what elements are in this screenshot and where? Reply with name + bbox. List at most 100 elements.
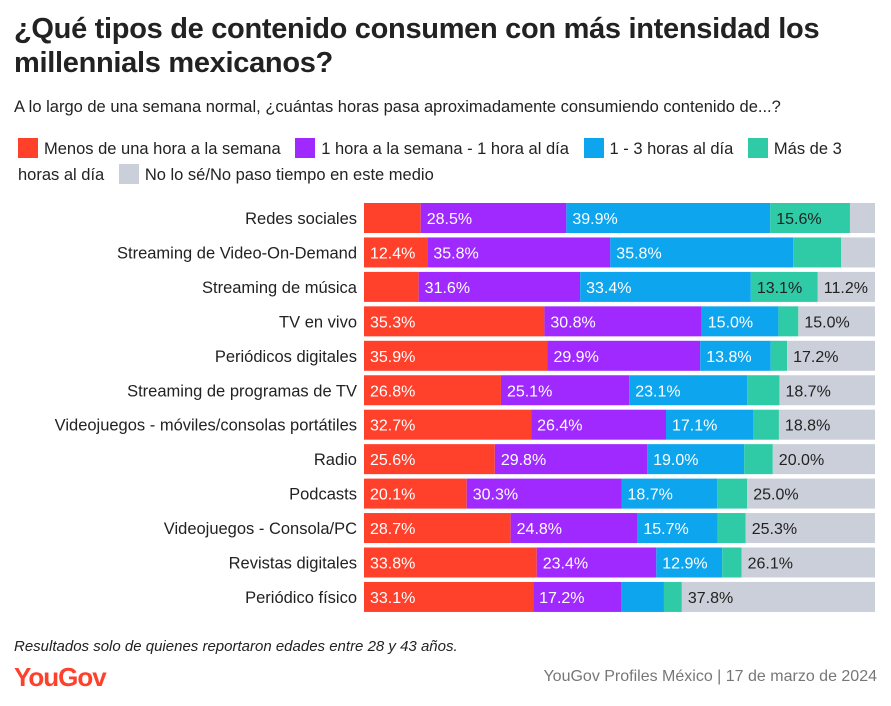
bar-segment [745, 513, 875, 544]
bar-segment [621, 478, 718, 509]
bar-segment [364, 271, 419, 302]
bar-segment [364, 444, 495, 475]
legend-item: Más de 3 horas al día [18, 138, 842, 184]
legend: Menos de una hora a la semana 1 hora a l… [18, 136, 878, 188]
data-label: 26.8% [370, 383, 415, 400]
data-label: 28.5% [427, 211, 472, 228]
category-label: Revistas digitales [229, 555, 357, 573]
bar-segment [744, 444, 773, 475]
chart-title: ¿Qué tipos de contenido consumen con más… [14, 13, 820, 79]
data-label: 37.8% [688, 590, 733, 607]
data-label: 15.7% [643, 521, 688, 538]
bar-segment [364, 375, 501, 406]
bar-segment [629, 375, 748, 406]
data-label: 18.8% [785, 418, 830, 435]
footnote: Resultados solo de quienes reportaron ed… [14, 638, 458, 655]
bar-segment [500, 375, 630, 406]
bar-segment [701, 306, 779, 337]
bar-segment [547, 340, 701, 371]
bar-segment [418, 271, 581, 302]
legend-label: Más de 3 horas al día [18, 140, 842, 184]
data-label: 18.7% [785, 383, 830, 400]
data-label: 20.0% [779, 452, 824, 469]
category-label: Radio [314, 451, 357, 469]
data-label: 26.1% [748, 556, 793, 573]
data-label: 25.6% [370, 452, 415, 469]
legend-item: No lo sé/No paso tiempo en este medio [118, 164, 434, 184]
bar-segment [544, 306, 702, 337]
bar-segment [647, 444, 745, 475]
bar-segment [681, 581, 875, 612]
legend-swatch [18, 138, 38, 158]
data-label: 19.0% [653, 452, 698, 469]
bar-segment [566, 203, 771, 233]
category-label: Videojuegos - Consola/PC [164, 520, 357, 538]
bar-segment [717, 478, 748, 509]
data-label: 23.1% [635, 383, 680, 400]
bar-segment [364, 306, 545, 337]
bar-segment [772, 444, 875, 475]
category-label: Videojuegos - móviles/consolas portátile… [55, 417, 357, 435]
data-label: 35.8% [433, 245, 478, 262]
data-label: 33.4% [586, 280, 631, 297]
legend-swatch [118, 164, 139, 184]
data-label: 17.2% [539, 590, 584, 607]
bar-segment [494, 444, 648, 475]
data-label: 17.2% [793, 349, 838, 366]
legend-swatch [747, 138, 768, 158]
bar-segment [778, 409, 875, 440]
bar-segment [666, 409, 754, 440]
bar-segment [778, 306, 799, 337]
data-label: 20.1% [370, 487, 415, 504]
bar-segment [770, 203, 850, 233]
bar-segment [741, 547, 875, 578]
data-label: 33.8% [370, 556, 415, 573]
data-label: 13.8% [706, 349, 751, 366]
category-label: Periódico físico [245, 589, 357, 607]
bar-segment [364, 409, 532, 440]
bar-segment [427, 237, 611, 268]
category-label: Redes sociales [245, 210, 357, 228]
bar-segment [364, 203, 421, 233]
bar-segment [747, 375, 780, 406]
bar-segment [779, 375, 875, 406]
category-label: Periódicos digitales [215, 348, 357, 366]
bar-segment [536, 547, 657, 578]
data-label: 35.3% [370, 314, 415, 331]
bar-segment [621, 581, 664, 612]
data-label: 15.0% [708, 314, 753, 331]
bar-segment [533, 581, 622, 612]
data-label: 15.0% [804, 314, 849, 331]
category-label: Streaming de programas de TV [127, 382, 357, 400]
data-label: 12.9% [662, 556, 707, 573]
data-label: 15.6% [776, 211, 821, 228]
data-label: 39.9% [572, 211, 617, 228]
legend-item: Menos de una hora a la semana [18, 138, 281, 158]
data-label: 11.2% [824, 280, 868, 297]
bar-segment [750, 271, 818, 302]
bar-segment [364, 237, 428, 268]
bar-segment [753, 409, 779, 440]
data-label: 25.1% [507, 383, 552, 400]
data-label: 28.7% [370, 521, 415, 538]
legend-item: 1 hora a la semana - 1 hora al día [295, 138, 569, 158]
data-label: 18.7% [628, 487, 673, 504]
data-label: 30.8% [550, 314, 595, 331]
legend-label: No lo sé/No paso tiempo en este medio [144, 166, 434, 184]
data-label: 26.4% [537, 418, 582, 435]
source-note: YouGov Profiles México | 17 de marzo de … [543, 668, 877, 685]
data-label: 23.4% [543, 556, 588, 573]
bar-segment [656, 547, 723, 578]
data-label: 33.1% [370, 590, 415, 607]
bar-segment [610, 237, 794, 268]
bar-segment [770, 340, 788, 371]
legend-item: 1 - 3 horas al día [583, 138, 733, 158]
category-label: Streaming de Video-On-Demand [117, 244, 357, 262]
legend-swatch [295, 138, 316, 158]
category-label: TV en vivo [279, 313, 357, 331]
bar-segment [747, 478, 875, 509]
bar-segment [364, 581, 534, 612]
bar-segment [849, 203, 875, 233]
bar-segment [531, 409, 667, 440]
